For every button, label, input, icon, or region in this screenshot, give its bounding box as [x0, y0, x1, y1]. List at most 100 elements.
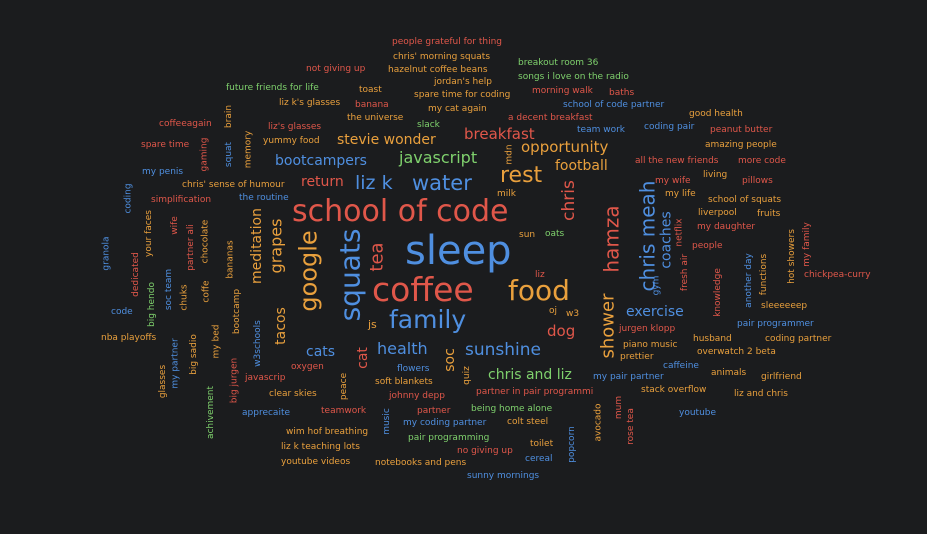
word: oj — [549, 306, 558, 316]
word: jurgen klopp — [619, 324, 676, 334]
word: coding — [123, 183, 134, 214]
word: the universe — [347, 113, 404, 123]
word: chris — [558, 180, 579, 221]
word: no giving up — [457, 446, 513, 456]
word: notebooks and pens — [375, 458, 467, 468]
word: sunshine — [465, 340, 541, 360]
word: baths — [609, 88, 635, 98]
word: peanut butter — [710, 125, 773, 135]
word: gaming — [199, 137, 210, 172]
word: songs i love on the radio — [518, 72, 629, 82]
word: coffeeagain — [159, 119, 212, 129]
word: bananas — [225, 240, 236, 279]
word: living — [703, 170, 728, 180]
word: water — [412, 171, 472, 195]
word: javascrip — [245, 373, 286, 383]
word: team work — [577, 125, 625, 135]
word: mdn — [504, 144, 515, 165]
word: google — [294, 230, 323, 312]
word: cat — [354, 347, 371, 369]
word: quiz — [461, 366, 472, 385]
word: fruits — [757, 209, 781, 219]
word: your faces — [143, 210, 154, 257]
word: fresh air — [680, 253, 691, 292]
word: chickpea-curry — [804, 270, 871, 280]
word: wim hof breathing — [286, 427, 369, 437]
word: brain — [224, 104, 235, 129]
word: return — [301, 174, 344, 190]
word: breakfast — [464, 125, 535, 143]
word: apprecaite — [242, 408, 291, 418]
word: big hendo — [146, 282, 157, 327]
word: liz k's glasses — [279, 98, 341, 108]
word: youtube — [679, 408, 717, 418]
word: future friends for life — [226, 83, 319, 93]
word: chocolate — [200, 219, 211, 264]
word: my wife — [655, 176, 691, 186]
word: people grateful for thing — [392, 37, 502, 47]
word: cats — [306, 344, 336, 360]
word: morning walk — [532, 86, 593, 96]
word: popcorn — [566, 426, 577, 463]
word: soc team — [164, 268, 175, 311]
word: soft blankets — [375, 377, 433, 387]
word: achivement — [206, 385, 217, 440]
word: code — [111, 307, 133, 317]
word: another day — [743, 253, 754, 308]
word: cereal — [525, 454, 553, 464]
word: mum — [614, 395, 625, 420]
word: squat — [224, 141, 235, 168]
word: functions — [759, 253, 770, 296]
word: teamwork — [321, 406, 367, 416]
word: dedicated — [130, 252, 141, 297]
word: coaches — [658, 211, 675, 269]
word: yummy food — [263, 136, 320, 146]
word: my partner — [170, 338, 181, 389]
word: opportunity — [521, 138, 609, 156]
word: the routine — [239, 193, 289, 203]
word: coffee — [372, 270, 474, 309]
word: oxygen — [291, 362, 324, 372]
word: hamza — [599, 205, 624, 273]
word: youtube videos — [281, 457, 351, 467]
word: bootcampers — [275, 153, 367, 169]
word: banana — [355, 100, 389, 110]
word: meditation — [248, 208, 265, 284]
word: sleep — [405, 228, 512, 274]
word: bootcamp — [232, 288, 243, 335]
word: being home alone — [471, 404, 553, 414]
word: spare time — [141, 140, 190, 150]
word: memory — [243, 130, 254, 169]
word: liverpool — [698, 208, 737, 218]
word: wife — [169, 216, 180, 235]
word: shower — [597, 293, 619, 359]
word: girlfriend — [761, 372, 802, 382]
word: my family — [801, 222, 812, 267]
word: pillows — [742, 176, 773, 186]
word: music — [381, 408, 392, 435]
word: sun — [519, 230, 536, 240]
word: pair programmer — [737, 319, 814, 329]
word: jordan's help — [434, 77, 492, 87]
word: football — [555, 158, 608, 174]
word: stevie wonder — [337, 132, 436, 148]
word: chris and liz — [488, 367, 572, 383]
word: liz k — [355, 172, 393, 194]
word: hot showers — [786, 229, 797, 284]
word: tea — [366, 242, 388, 272]
word: exercise — [626, 304, 684, 320]
word: partner — [417, 406, 451, 416]
word: gym — [651, 275, 662, 296]
word: prettier — [620, 352, 654, 362]
word: more code — [738, 156, 786, 166]
word: liz's glasses — [268, 122, 322, 132]
word: grapes — [266, 218, 286, 274]
word: oats — [545, 229, 565, 239]
word: my penis — [142, 167, 184, 177]
word: amazing people — [705, 140, 777, 150]
word: school of code partner — [563, 100, 665, 110]
word: stack overflow — [641, 385, 707, 395]
word: knowledge — [712, 268, 723, 317]
word: my coding partner — [403, 418, 487, 428]
